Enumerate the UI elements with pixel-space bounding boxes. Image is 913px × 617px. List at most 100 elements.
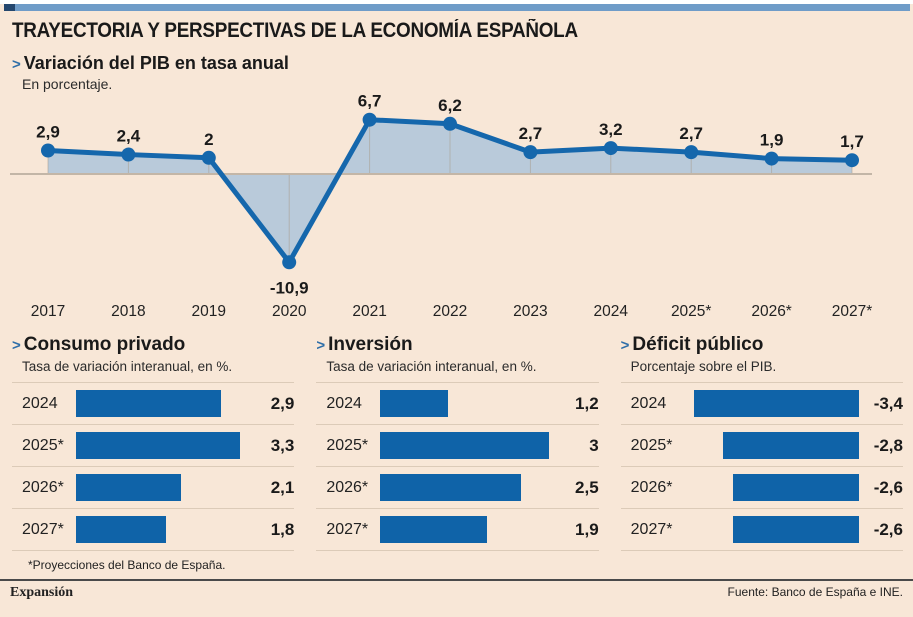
gdp-data-point [845, 153, 859, 168]
bar-row: 2025* -2,8 [620, 425, 903, 467]
gdp-data-point [201, 150, 216, 165]
bar-year-label: 2024 [326, 394, 362, 412]
page-title: TRAYECTORIA Y PERSPECTIVAS DE LA ECONOMÍ… [12, 19, 913, 43]
bar-value-label: 3,3 [270, 435, 295, 455]
gdp-value-label: -10,9 [270, 278, 309, 297]
bar [76, 474, 181, 501]
chevron-icon: > [620, 337, 630, 354]
bar [380, 432, 550, 459]
bar [76, 516, 166, 543]
gdp-data-point [443, 116, 457, 131]
bar-row: 2025* 3 [316, 425, 599, 467]
bar-value-label: 1,9 [575, 519, 599, 539]
bar-value-label: -2,6 [873, 519, 903, 539]
panel-deficit-publico: > Déficit público Porcentaje sobre el PI… [620, 334, 903, 551]
gdp-year-label: 2019 [192, 303, 226, 320]
bar [694, 390, 859, 417]
gdp-chart-subtitle: En porcentaje. [22, 76, 113, 92]
gdp-data-point [41, 143, 55, 158]
panel-consumo-privado: > Consumo privado Tasa de variación inte… [12, 334, 295, 551]
panel-deficit-subtitle: Porcentaje sobre el PIB. [630, 359, 777, 374]
bar-value-label: 2,5 [575, 477, 599, 497]
bar-track [76, 474, 250, 501]
bar-year-label: 2026* [326, 478, 369, 496]
bar-chart-panels: > Consumo privado Tasa de variación inte… [12, 334, 903, 551]
bar-track [380, 432, 554, 459]
gdp-year-label: 2017 [31, 303, 65, 320]
bar-row: 2027* 1,9 [316, 509, 599, 551]
panel-deficit-header: > Déficit público [621, 334, 903, 356]
bar-year-label: 2025* [22, 436, 64, 454]
panel-consumo-rows: 2024 2,9 2025* 3,3 2026* 2,1 2027* 1,8 [12, 382, 295, 551]
gdp-value-label: 2,7 [679, 124, 703, 143]
top-accent-bar-cap [4, 4, 15, 11]
gdp-value-label: 6,2 [438, 96, 462, 115]
gdp-chart-title: Variación del PIB en tasa anual [23, 53, 289, 73]
gdp-year-label: 2022 [433, 303, 467, 320]
gdp-data-point [684, 145, 699, 160]
gdp-value-label: 1,7 [840, 132, 864, 151]
footer: Expansión Fuente: Banco de España e INE. [0, 581, 913, 601]
bar-value-label: -3,4 [873, 393, 903, 413]
bar-row: 2026* -2,6 [620, 467, 903, 509]
bar-year-label: 2025* [630, 436, 673, 454]
gdp-data-point [523, 145, 538, 160]
bar [733, 516, 859, 543]
panel-inversion-header: > Inversión [316, 334, 598, 356]
bar-track [76, 432, 250, 459]
gdp-data-point [362, 112, 377, 127]
bar-value-label: 2,1 [270, 477, 295, 497]
bar [380, 516, 488, 543]
bar-row: 2025* 3,3 [12, 425, 295, 467]
bar-track [685, 516, 859, 543]
gdp-year-label: 2021 [352, 303, 386, 320]
gdp-year-label: 2026* [751, 303, 792, 320]
gdp-value-label: 3,2 [599, 120, 623, 139]
panel-inversion-rows: 2024 1,2 2025* 3 2026* 2,5 2027* 1,9 [316, 382, 599, 551]
panel-consumo-header: > Consumo privado [12, 334, 294, 356]
panel-inversion: > Inversión Tasa de variación interanual… [316, 334, 599, 551]
bar-year-label: 2026* [22, 478, 64, 496]
bar-track [76, 516, 250, 543]
panel-deficit-title: Déficit público [632, 334, 764, 355]
bar-track [380, 390, 554, 417]
bar [380, 474, 521, 501]
panel-consumo-subtitle: Tasa de variación interanual, en %. [22, 359, 233, 374]
bar-row: 2026* 2,5 [316, 467, 599, 509]
bar-year-label: 2024 [22, 394, 58, 412]
gdp-data-point [121, 147, 136, 162]
bar-year-label: 2027* [326, 520, 369, 538]
bar-row: 2024 -3,4 [620, 383, 903, 425]
chevron-icon: > [316, 337, 326, 354]
gdp-data-point [764, 151, 779, 166]
bar-row: 2027* -2,6 [620, 509, 903, 551]
bar-value-label: 1,2 [575, 393, 599, 413]
gdp-line-chart: 2,9 2017 2,4 2018 2 2019 -10,9 2020 6,7 2021 6,2 20… [10, 94, 872, 320]
bar [723, 432, 859, 459]
panel-consumo-title: Consumo privado [23, 334, 186, 355]
bar [76, 390, 221, 417]
gdp-year-label: 2024 [594, 303, 629, 320]
gdp-year-label: 2020 [272, 303, 307, 320]
chevron-icon: > [12, 337, 21, 354]
bar-row: 2026* 2,1 [12, 467, 295, 509]
gdp-year-label: 2018 [111, 303, 145, 320]
bar-year-label: 2026* [630, 478, 673, 496]
bar [380, 390, 448, 417]
gdp-value-label: 6,7 [358, 94, 382, 111]
gdp-value-label: 2,4 [117, 127, 141, 146]
bar-value-label: 2,9 [270, 393, 295, 413]
bar-track [685, 474, 859, 501]
bar-track [685, 390, 859, 417]
bar-year-label: 2027* [630, 520, 673, 538]
bar-track [76, 390, 250, 417]
bar-track [380, 474, 554, 501]
gdp-chart-header: > Variación del PIB en tasa anual [12, 53, 913, 74]
gdp-year-label: 2025* [671, 303, 712, 320]
bar-year-label: 2027* [22, 520, 64, 538]
bar [76, 432, 241, 459]
bar-track [685, 432, 859, 459]
expansion-logo: Expansión [10, 585, 74, 600]
top-accent-bar [4, 4, 910, 11]
